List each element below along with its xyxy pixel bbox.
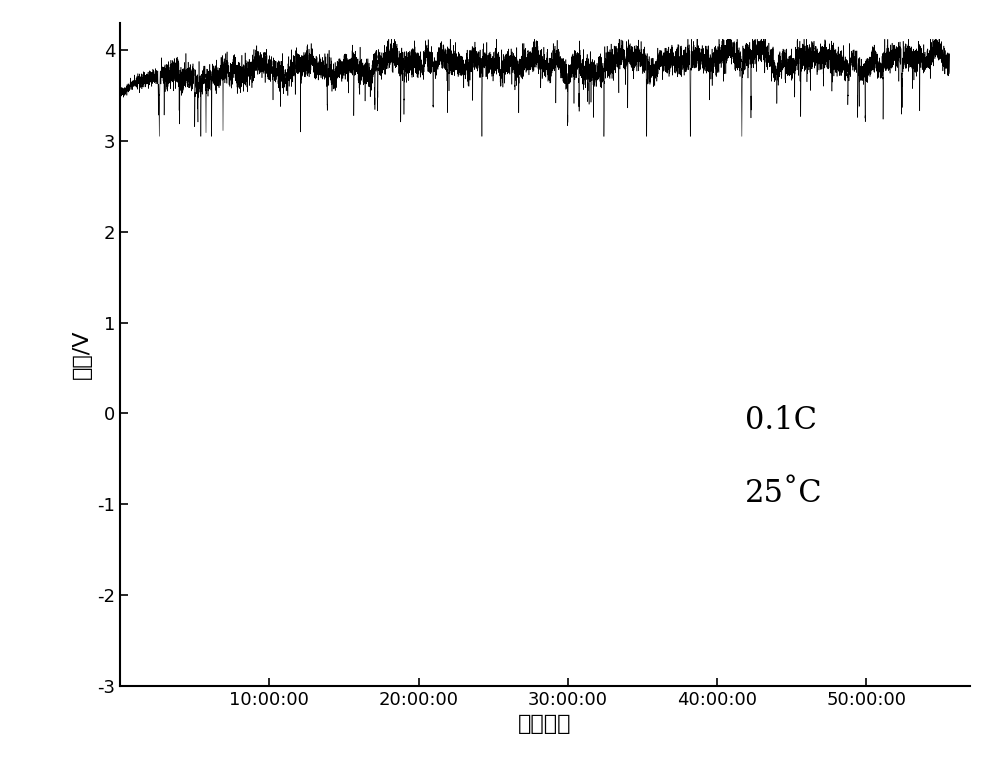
- Text: 0.1C: 0.1C: [745, 405, 817, 436]
- Y-axis label: 电压/V: 电压/V: [72, 330, 92, 379]
- Text: 25˚C: 25˚C: [745, 478, 822, 509]
- X-axis label: 测试时间: 测试时间: [518, 714, 572, 735]
